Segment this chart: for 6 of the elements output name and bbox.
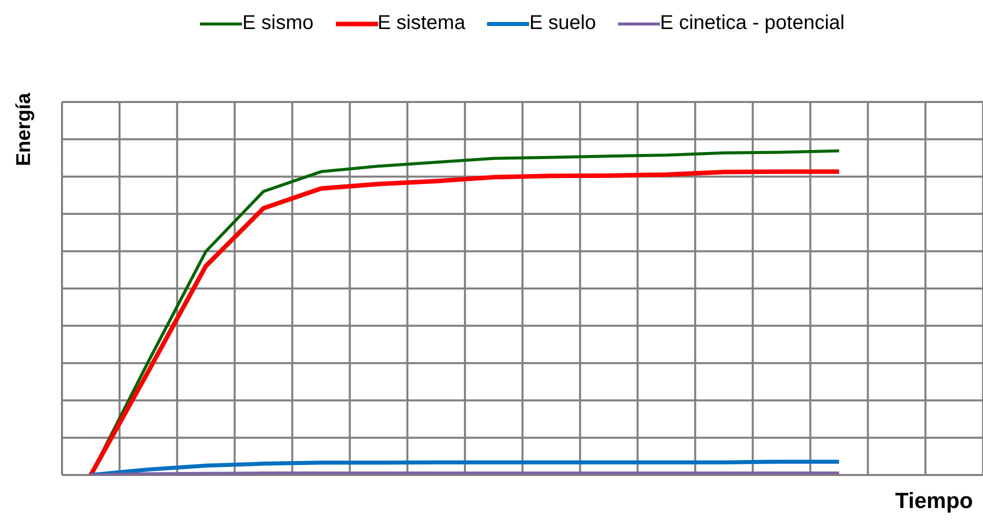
legend-label: E suelo — [529, 12, 596, 35]
legend-label: E cinetica - potencial — [660, 12, 845, 35]
x-axis-title: Tiempo — [895, 488, 973, 514]
y-axis-title: Energía — [14, 92, 36, 166]
legend-label: E sismo — [242, 12, 314, 35]
legend-label: E sistema — [378, 12, 466, 35]
